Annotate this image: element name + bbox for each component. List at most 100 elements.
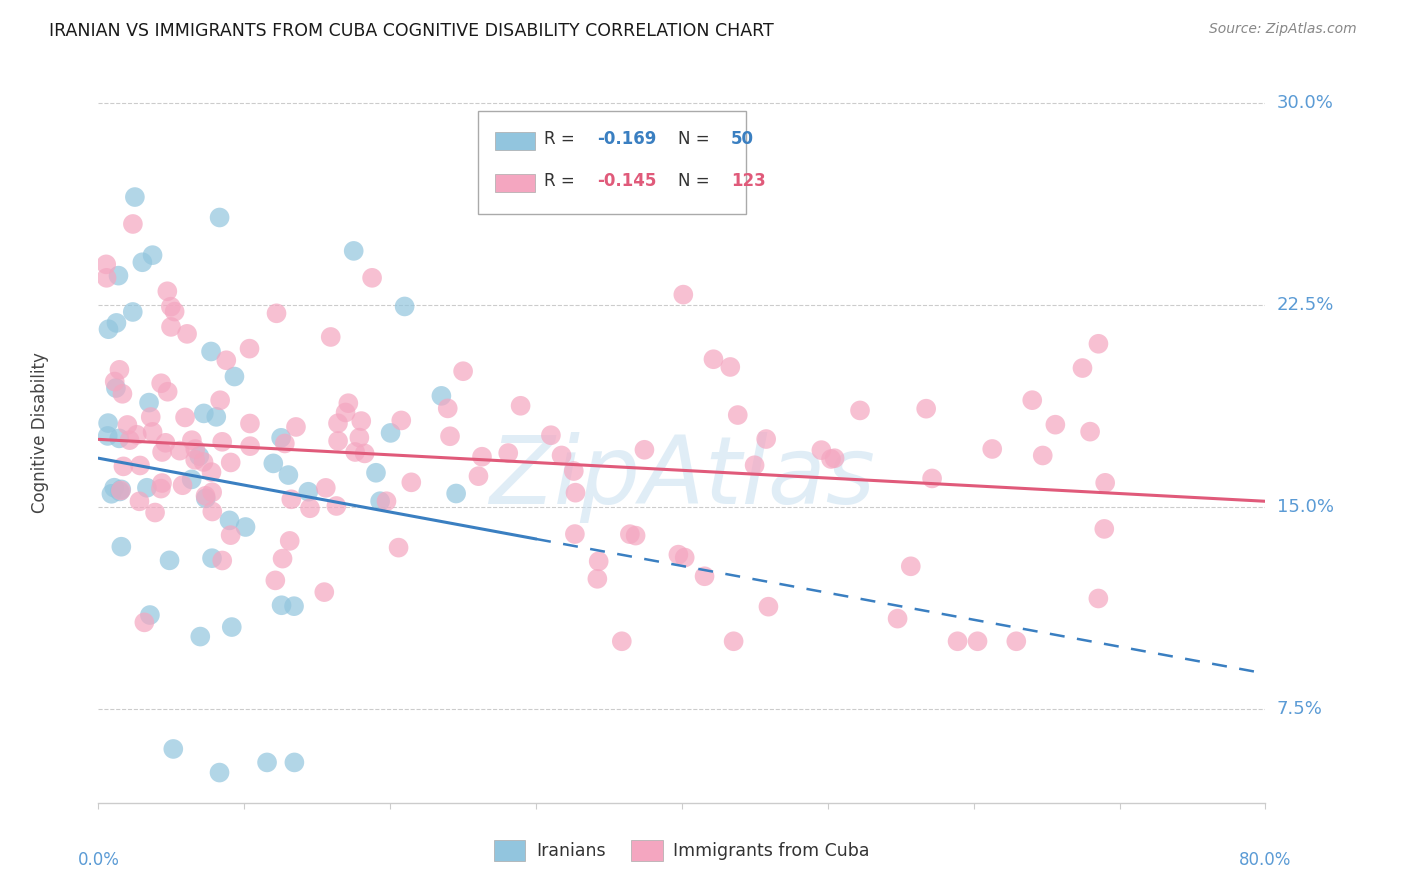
Point (172, 478, 194, 492)
Point (201, 551, 224, 566)
Point (1094, 475, 1116, 490)
Point (1021, 393, 1043, 408)
Point (155, 435, 177, 450)
FancyBboxPatch shape (478, 111, 747, 214)
Point (218, 513, 240, 527)
Point (188, 449, 211, 463)
Point (758, 599, 780, 614)
Point (586, 572, 609, 586)
Text: 50: 50 (731, 130, 754, 148)
Point (112, 459, 135, 474)
Point (108, 484, 131, 499)
Point (666, 548, 689, 562)
Point (314, 585, 336, 599)
Point (159, 553, 181, 567)
Text: 123: 123 (731, 172, 766, 190)
Point (727, 408, 749, 422)
Point (201, 504, 224, 518)
Point (193, 406, 215, 420)
Point (135, 481, 157, 495)
Point (389, 413, 412, 427)
Point (280, 492, 302, 507)
Point (97, 429, 120, 443)
Point (108, 431, 131, 445)
Point (180, 433, 202, 447)
Point (239, 439, 262, 453)
Point (810, 443, 832, 458)
Point (693, 569, 716, 583)
Point (723, 634, 745, 648)
Point (224, 369, 246, 384)
Point (274, 436, 297, 450)
Point (266, 306, 288, 320)
Point (150, 445, 173, 459)
Point (981, 442, 1004, 456)
Point (564, 527, 586, 541)
Point (436, 401, 458, 416)
Point (915, 401, 938, 416)
Point (496, 446, 519, 460)
Point (900, 559, 922, 574)
Point (176, 326, 198, 341)
Point (337, 396, 360, 410)
Point (439, 429, 461, 443)
Point (364, 466, 387, 480)
Point (509, 399, 531, 413)
Point (108, 363, 131, 377)
Point (219, 528, 242, 542)
Point (610, 634, 633, 648)
Point (205, 409, 228, 424)
Point (361, 270, 384, 285)
Point (368, 494, 391, 508)
Point (401, 475, 423, 490)
Point (211, 434, 233, 449)
Point (285, 420, 308, 434)
Point (174, 410, 197, 425)
Point (200, 344, 222, 359)
Point (326, 434, 349, 448)
Point (184, 442, 207, 456)
Point (966, 634, 988, 648)
Point (160, 300, 183, 314)
Text: N =: N = (679, 172, 716, 190)
Point (718, 359, 741, 374)
Point (297, 484, 319, 499)
Point (193, 455, 215, 469)
Point (278, 533, 301, 548)
Point (624, 528, 647, 542)
Point (235, 520, 257, 534)
Point (238, 342, 260, 356)
Point (562, 464, 585, 478)
Point (886, 612, 908, 626)
Point (142, 425, 165, 439)
Point (394, 300, 416, 314)
Point (221, 620, 243, 634)
Point (156, 285, 179, 299)
Point (1087, 591, 1109, 606)
Point (824, 451, 846, 466)
Point (344, 445, 367, 459)
Point (946, 634, 969, 648)
Point (820, 452, 842, 467)
Point (110, 540, 132, 554)
Point (219, 455, 242, 469)
Point (150, 476, 173, 491)
Text: Cognitive Disability: Cognitive Disability (31, 352, 49, 513)
Point (1078, 425, 1101, 439)
Point (169, 443, 191, 458)
Point (97, 416, 120, 430)
Point (96, 270, 118, 285)
Point (1045, 417, 1067, 432)
Point (1005, 634, 1028, 648)
Point (264, 574, 287, 588)
Point (239, 417, 262, 431)
Point (350, 414, 373, 428)
Text: ZipAtlas: ZipAtlas (489, 432, 875, 523)
Point (211, 553, 233, 567)
Point (540, 428, 562, 442)
Point (110, 483, 132, 497)
Text: IRANIAN VS IMMIGRANTS FROM CUBA COGNITIVE DISABILITY CORRELATION CHART: IRANIAN VS IMMIGRANTS FROM CUBA COGNITIV… (49, 22, 773, 40)
Point (124, 190, 146, 204)
Point (673, 550, 696, 565)
Point (117, 417, 139, 432)
